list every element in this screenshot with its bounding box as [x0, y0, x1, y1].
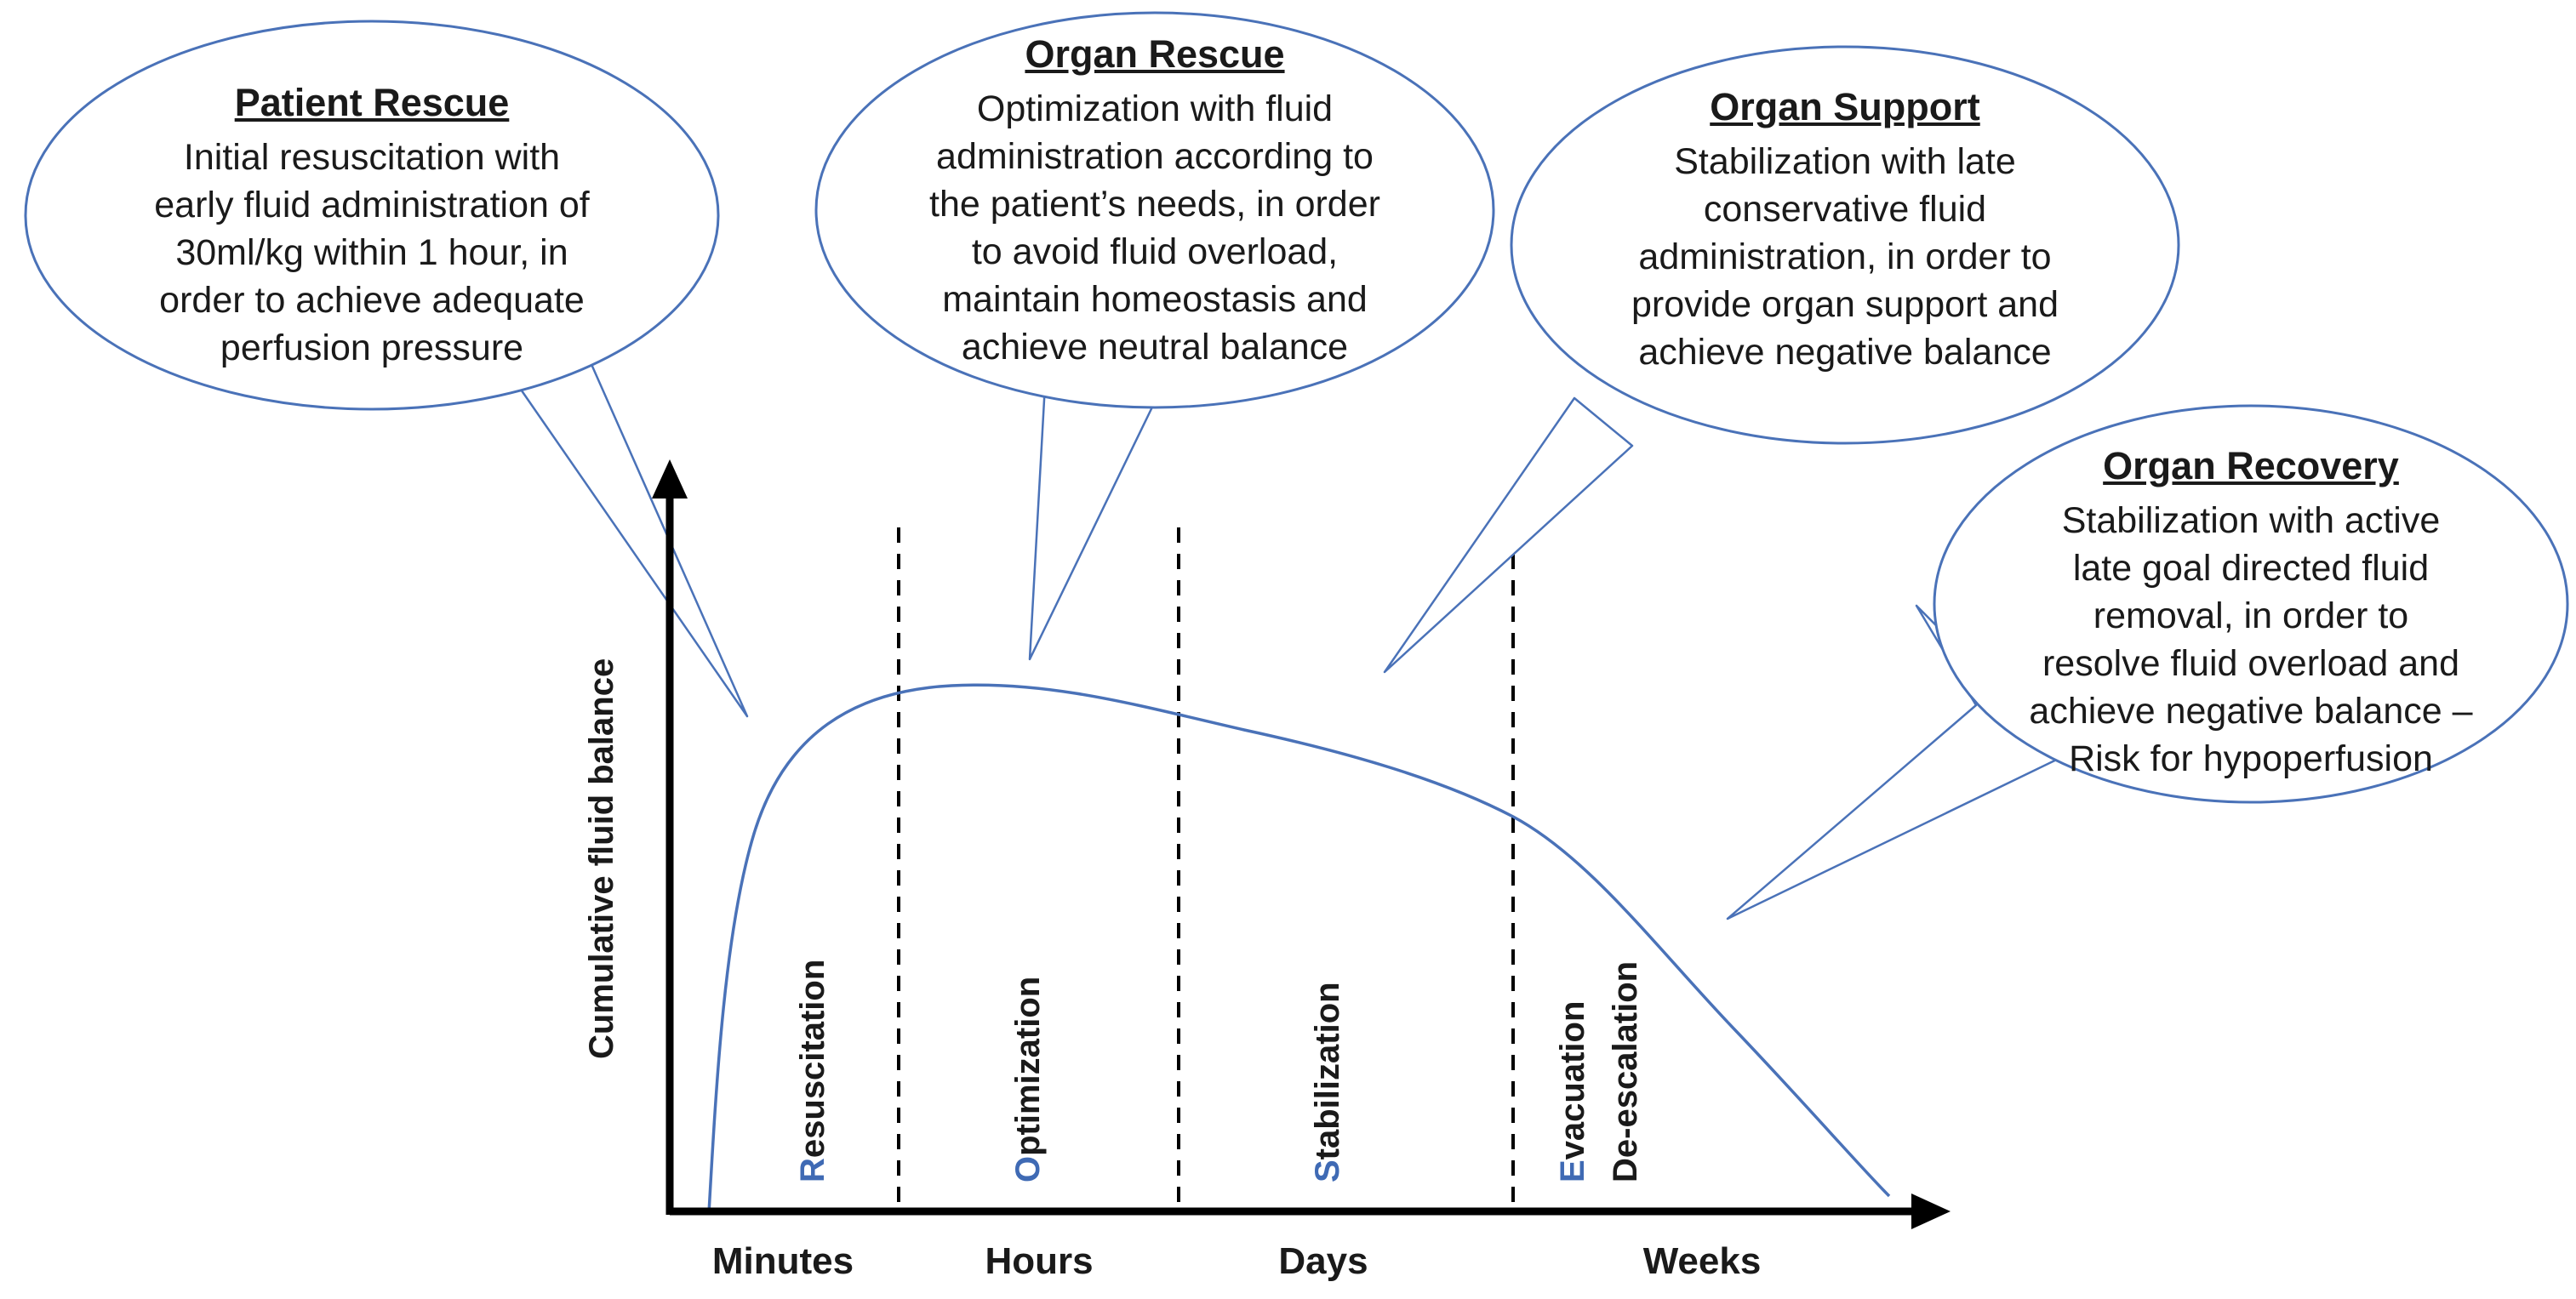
- cumulative-fluid-balance-curve: [707, 683, 1891, 1214]
- organ-support-callout: Organ Support Stabilization with late co…: [1547, 85, 2143, 376]
- organ-support-callout-tail: [1383, 396, 1634, 674]
- x-axis-arrowhead: [1911, 1194, 1951, 1229]
- patient-rescue-callout-tail: [516, 353, 749, 718]
- organ-support-title: Organ Support: [1710, 85, 1980, 128]
- phase-label-de-escalation: De-escalation: [1602, 961, 1648, 1182]
- phase-label-evacuation: Evacuation: [1550, 1001, 1596, 1182]
- organ-rescue-callout-tail: [1028, 383, 1161, 661]
- organ-rescue-title: Organ Rescue: [1025, 32, 1285, 76]
- phase-rest-evacuation: vacuation: [1554, 1000, 1591, 1160]
- phase-rest-resuscitation: esuscitation: [794, 959, 831, 1159]
- x-axis-label-days: Days: [1278, 1240, 1368, 1282]
- patient-rescue-body: Initial resuscitation with early fluid a…: [154, 137, 590, 368]
- phase-label-resuscitation: Resuscitation: [790, 960, 836, 1182]
- phase-initial-s: S: [1309, 1159, 1346, 1182]
- phase-label-stabilization: Stabilization: [1305, 982, 1351, 1182]
- phase-initial-r: R: [794, 1158, 831, 1182]
- phase-rest-optimization: ptimization: [1009, 976, 1047, 1156]
- patient-rescue-bubble: [24, 20, 720, 411]
- phase-label-optimization: Optimization: [1005, 977, 1051, 1182]
- organ-rescue-body: Optimization with fluid administration a…: [929, 88, 1380, 367]
- y-axis-arrowhead: [652, 459, 688, 499]
- x-axis-label-minutes: Minutes: [711, 1240, 854, 1282]
- y-axis-label-text: Cumulative fluid balance: [583, 658, 620, 1059]
- x-axis-label-weeks: Weeks: [1642, 1240, 1762, 1282]
- y-axis-label: Cumulative fluid balance: [579, 658, 625, 1059]
- x-axis-label-hours: Hours: [985, 1240, 1094, 1282]
- phase-rest-de-escalation: e-escalation: [1607, 960, 1644, 1159]
- phase-initial-o: O: [1009, 1155, 1047, 1182]
- organ-rescue-bubble: [814, 11, 1495, 409]
- phase-rest-stabilization: tabilization: [1309, 982, 1346, 1160]
- phase-initial-d: D: [1607, 1158, 1644, 1182]
- organ-support-body: Stabilization with late conservative flu…: [1631, 141, 2059, 373]
- patient-rescue-callout: Patient Rescue Initial resuscitation wit…: [74, 81, 670, 372]
- organ-recovery-body: Stabilization with active late goal dire…: [2029, 500, 2473, 779]
- phase-initial-e: E: [1554, 1159, 1591, 1182]
- organ-recovery-title: Organ Recovery: [2103, 444, 2399, 487]
- organ-recovery-callout: Organ Recovery Stabilization with active…: [1962, 444, 2540, 783]
- organ-recovery-bubble: [1933, 404, 2569, 804]
- organ-support-bubble: [1510, 45, 2180, 445]
- patient-rescue-title: Patient Rescue: [234, 81, 510, 124]
- organ-rescue-callout: Organ Rescue Optimization with fluid adm…: [848, 32, 1461, 371]
